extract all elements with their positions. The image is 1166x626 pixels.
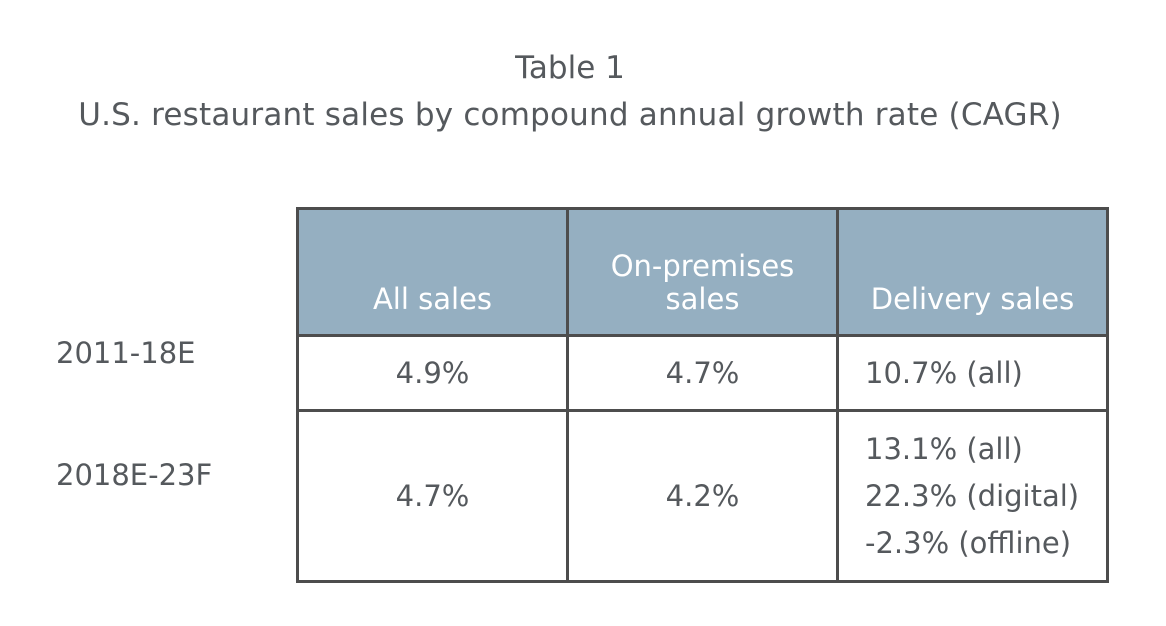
delivery-value-offline: -2.3% (offline): [865, 525, 1072, 560]
cagr-table: All sales On-premises sales Delivery sal…: [296, 207, 1109, 583]
delivery-value-digital: 22.3% (digital): [865, 478, 1080, 513]
table-row: 4.9% 4.7% 10.7% (all): [296, 334, 1109, 412]
cell-delivery: 13.1% (all) 22.3% (digital) -2.3% (offli…: [836, 409, 1109, 583]
table-caption: Table 1 U.S. restaurant sales by compoun…: [0, 46, 1140, 140]
delivery-value-all: 13.1% (all): [865, 431, 1023, 466]
row-label-2011-18e: 2011-18E: [56, 336, 196, 370]
header-on-premises-label: On-premises sales: [610, 249, 795, 316]
table-row: 4.7% 4.2% 13.1% (all) 22.3% (digital) -2…: [296, 409, 1109, 583]
header-row: All sales On-premises sales Delivery sal…: [296, 207, 1109, 337]
cell-on-premises: 4.2%: [566, 409, 839, 583]
cell-on-premises: 4.7%: [566, 334, 839, 412]
table-title: U.S. restaurant sales by compound annual…: [78, 97, 1062, 133]
header-on-premises-sales: On-premises sales: [566, 207, 839, 337]
table-number: Table 1: [515, 50, 625, 86]
cell-delivery: 10.7% (all): [836, 334, 1109, 412]
header-delivery-sales: Delivery sales: [836, 207, 1109, 337]
delivery-value: 10.7% (all): [865, 355, 1023, 390]
header-all-sales: All sales: [296, 207, 569, 337]
row-label-2018e-23f: 2018E-23F: [56, 458, 213, 492]
cell-all-sales: 4.7%: [296, 409, 569, 583]
cell-all-sales: 4.9%: [296, 334, 569, 412]
